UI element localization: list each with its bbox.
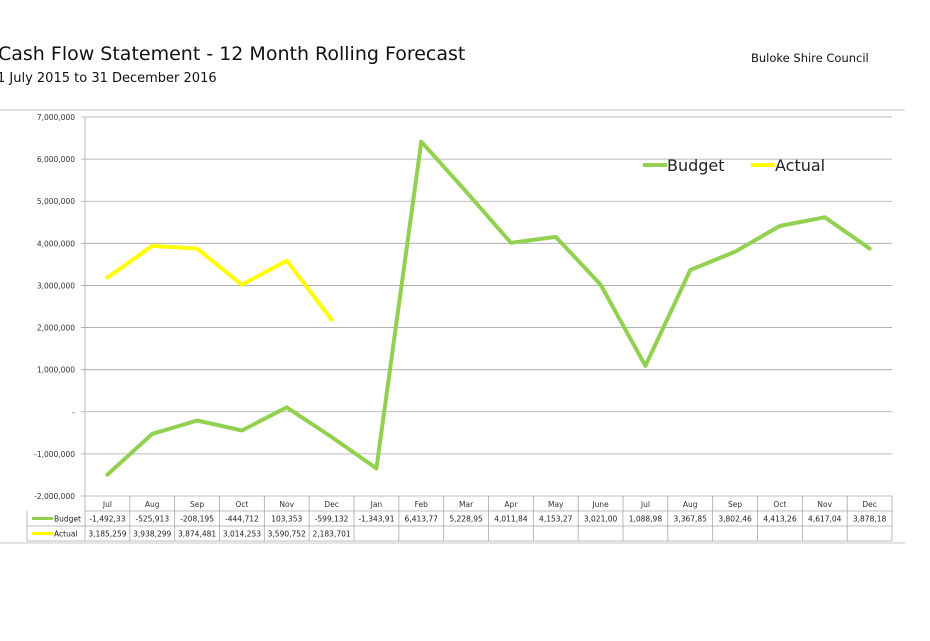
table-cell: 1,088,98 — [629, 515, 663, 524]
table-cell: 4,617,04 — [808, 515, 842, 524]
x-tick-label: May — [548, 500, 564, 509]
table-cell: 2,183,701 — [312, 530, 350, 539]
x-tick-label: Oct — [235, 500, 248, 509]
table-cell: 3,367,85 — [674, 515, 708, 524]
y-tick-label: 7,000,000 — [37, 113, 75, 122]
y-tick-label: - — [72, 408, 75, 417]
series-line-budget — [105, 139, 872, 477]
table-cell: 4,011,84 — [494, 515, 528, 524]
table-cell: 3,014,253 — [223, 530, 261, 539]
table-cell: -599,132 — [315, 515, 349, 524]
x-tick-label: Jul — [640, 500, 650, 509]
table-cell: 103,353 — [271, 515, 302, 524]
table-cell: 3,185,259 — [88, 530, 126, 539]
x-tick-label: Aug — [145, 500, 160, 509]
y-tick-label: 4,000,000 — [37, 239, 75, 248]
table-cell: -1,492,33 — [89, 515, 125, 524]
y-tick-label: -1,000,000 — [34, 450, 75, 459]
x-tick-label: Dec — [862, 500, 877, 509]
table-cell: 5,228,95 — [449, 515, 483, 524]
table-cell: 3,938,299 — [133, 530, 171, 539]
x-tick-label: Jul — [102, 500, 112, 509]
y-tick-label: 5,000,000 — [37, 197, 75, 206]
x-tick-label: Apr — [504, 500, 518, 509]
table-cell: 4,153,27 — [539, 515, 573, 524]
table-series-name: Budget — [54, 515, 81, 524]
chart-subtitle: 1 July 2015 to 31 December 2016 — [0, 71, 217, 86]
table-cell: 3,590,752 — [268, 530, 306, 539]
table-cell: 3,802,46 — [718, 515, 752, 524]
table-cell: -1,343,91 — [358, 515, 394, 524]
table-cell: -208,195 — [180, 515, 214, 524]
x-tick-label: Sep — [728, 500, 742, 509]
legend-label-actual: Actual — [775, 156, 825, 175]
table-cell: 3,878,18 — [853, 515, 887, 524]
x-tick-label: Nov — [817, 500, 832, 509]
x-tick-label: Dec — [324, 500, 339, 509]
y-tick-label: 1,000,000 — [37, 366, 75, 375]
x-tick-label: Mar — [459, 500, 474, 509]
table-series-name: Actual — [54, 530, 78, 539]
y-tick-label: 2,000,000 — [37, 324, 75, 333]
y-tick-label: -2,000,000 — [34, 492, 75, 501]
x-tick-label: Sep — [190, 500, 204, 509]
y-tick-label: 3,000,000 — [37, 281, 75, 290]
x-tick-label: Aug — [683, 500, 698, 509]
table-cell: 6,413,77 — [405, 515, 439, 524]
table-cell: -444,712 — [225, 515, 259, 524]
x-tick-label: Oct — [773, 500, 786, 509]
x-tick-label: Jan — [370, 500, 383, 509]
table-cell: -525,913 — [135, 515, 169, 524]
x-tick-label: Nov — [279, 500, 294, 509]
y-tick-label: 6,000,000 — [37, 155, 75, 164]
table-cell: 4,413,26 — [763, 515, 797, 524]
table-cell: 3,021,00 — [584, 515, 618, 524]
x-tick-label: June — [591, 500, 609, 509]
chart-title: Cash Flow Statement - 12 Month Rolling F… — [0, 43, 466, 65]
legend-label-budget: Budget — [667, 156, 725, 175]
organisation-name: Buloke Shire Council — [751, 51, 869, 65]
x-tick-label: Feb — [415, 500, 429, 509]
series-line-actual — [105, 243, 334, 322]
table-cell: 3,874,481 — [178, 530, 216, 539]
